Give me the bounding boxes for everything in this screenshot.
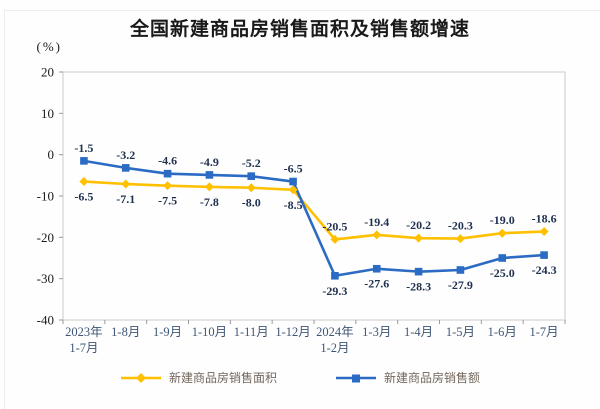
sales-area-data-label: -18.6 [532, 212, 557, 226]
sales-amount-data-label: -25.0 [490, 266, 515, 280]
sales-area-data-label: -20.5 [322, 219, 347, 233]
legend-label-sales-area: 新建商品房销售面积 [168, 371, 277, 385]
sales-amount-data-label: -24.3 [532, 263, 557, 277]
series-line-sales-amount [83, 159, 545, 278]
sales-amount-data-label: -4.6 [158, 154, 177, 168]
x-axis-tick-label: 1-8月 [111, 325, 140, 339]
legend-label-sales-amount: 新建商品房销售额 [384, 371, 481, 385]
sales-area-marker [414, 233, 424, 243]
sales-amount-data-label: -27.9 [448, 278, 473, 292]
x-axis-tick-label: 1-10月 [192, 325, 227, 339]
sales-area-legend-swatch-icon [120, 372, 161, 383]
sales-amount-marker [331, 271, 339, 280]
sales-area-marker [288, 185, 298, 195]
chart-title: 全国新建商品房销售面积及销售额增速 [129, 19, 470, 40]
sales-amount-data-label: -27.6 [364, 277, 389, 291]
y-axis-unit-label: (%) [37, 39, 63, 54]
y-axis-tick-label: 10 [41, 106, 54, 121]
y-axis-tick-label: 0 [48, 147, 55, 162]
sales-area-marker [163, 181, 173, 191]
sales-area-marker [204, 182, 214, 192]
x-axis-tick-label: 1-11月 [234, 325, 269, 339]
sales-amount-marker [498, 254, 507, 262]
sales-amount-marker [414, 267, 423, 276]
sales-area-marker [539, 227, 549, 237]
sales-amount-marker [540, 251, 548, 259]
sales-area-data-label: -7.8 [200, 195, 219, 209]
sales-amount-data-label: -5.2 [242, 156, 261, 170]
sales-area-data-label: -19.4 [364, 215, 389, 229]
sales-amount-marker [247, 172, 256, 180]
sales-area-data-label: -19.0 [490, 213, 515, 227]
page-frame-top-line [4, 10, 600, 11]
sales-area-marker [455, 234, 465, 244]
sales-amount-data-label: -28.3 [406, 280, 431, 294]
x-axis-tick-label: 2023年 [65, 325, 103, 339]
sales-amount-marker [80, 157, 88, 165]
sales-amount-marker [121, 164, 130, 172]
sales-amount-data-label: -4.9 [200, 155, 219, 169]
sales-area-data-label: -20.3 [448, 219, 473, 233]
x-axis-tick-label: 1-12月 [275, 325, 310, 339]
chart-legend: 新建商品房销售面积 新建商品房销售额 [0, 369, 600, 386]
x-axis-tick-label: 1-2月 [320, 341, 349, 355]
sales-amount-data-label: -3.2 [116, 148, 135, 162]
y-axis-tick-label: -30 [37, 271, 54, 286]
sales-area-data-label: -8.5 [284, 198, 303, 212]
sales-area-data-label: -6.5 [74, 190, 93, 204]
y-axis-tick-label: 20 [41, 65, 54, 80]
sales-area-data-label: -20.2 [406, 218, 431, 232]
x-axis-tick-label: 1-7月 [529, 325, 558, 339]
sales-area-marker [79, 177, 89, 187]
sales-area-marker [330, 234, 340, 244]
sales-area-data-label: -7.5 [158, 194, 177, 208]
x-axis-tick-label: 1-9月 [153, 325, 182, 339]
plot-border [62, 71, 566, 321]
x-axis-tick-label: 1-7月 [69, 341, 98, 355]
x-axis-tick-label: 1-6月 [488, 325, 517, 339]
sales-amount-marker [456, 266, 465, 274]
legend-item-sales-area: 新建商品房销售面积 [120, 369, 277, 386]
line-chart-plot: (%) 20 10 0 -10 -20 -30 -40 2023年 1-7月 1-8月 1-9月 1-1… [37, 39, 566, 355]
sales-area-marker [497, 228, 507, 238]
sales-area-marker [372, 230, 382, 240]
sales-amount-marker [372, 264, 381, 273]
sales-area-data-label: -7.1 [116, 192, 135, 206]
x-axis-tick-label: 2024年 [316, 325, 354, 339]
page-frame-left-line [4, 10, 5, 409]
y-axis-tick-label: -20 [37, 230, 54, 245]
x-axis-tick-label: 1-5月 [446, 325, 475, 339]
sales-amount-marker [289, 177, 297, 186]
x-axis-tick-label: 1-3月 [362, 325, 391, 339]
sales-area-marker [246, 183, 256, 193]
sales-amount-data-label: -6.5 [284, 162, 303, 176]
x-axis-tick-label: 1-4月 [404, 325, 433, 339]
y-axis-tick-label: -40 [37, 313, 54, 328]
legend-item-sales-amount: 新建商品房销售额 [335, 369, 480, 386]
sales-amount-marker [205, 171, 214, 179]
sales-amount-data-label: -1.5 [74, 141, 93, 155]
sales-amount-marker [163, 169, 172, 178]
sales-area-marker [121, 179, 131, 189]
sales-amount-legend-swatch-icon [336, 374, 376, 382]
sales-area-data-label: -8.0 [242, 196, 261, 210]
sales-amount-data-label: -29.3 [322, 284, 347, 298]
y-axis-tick-label: -10 [37, 189, 54, 204]
series-line-sales-area [83, 180, 545, 241]
